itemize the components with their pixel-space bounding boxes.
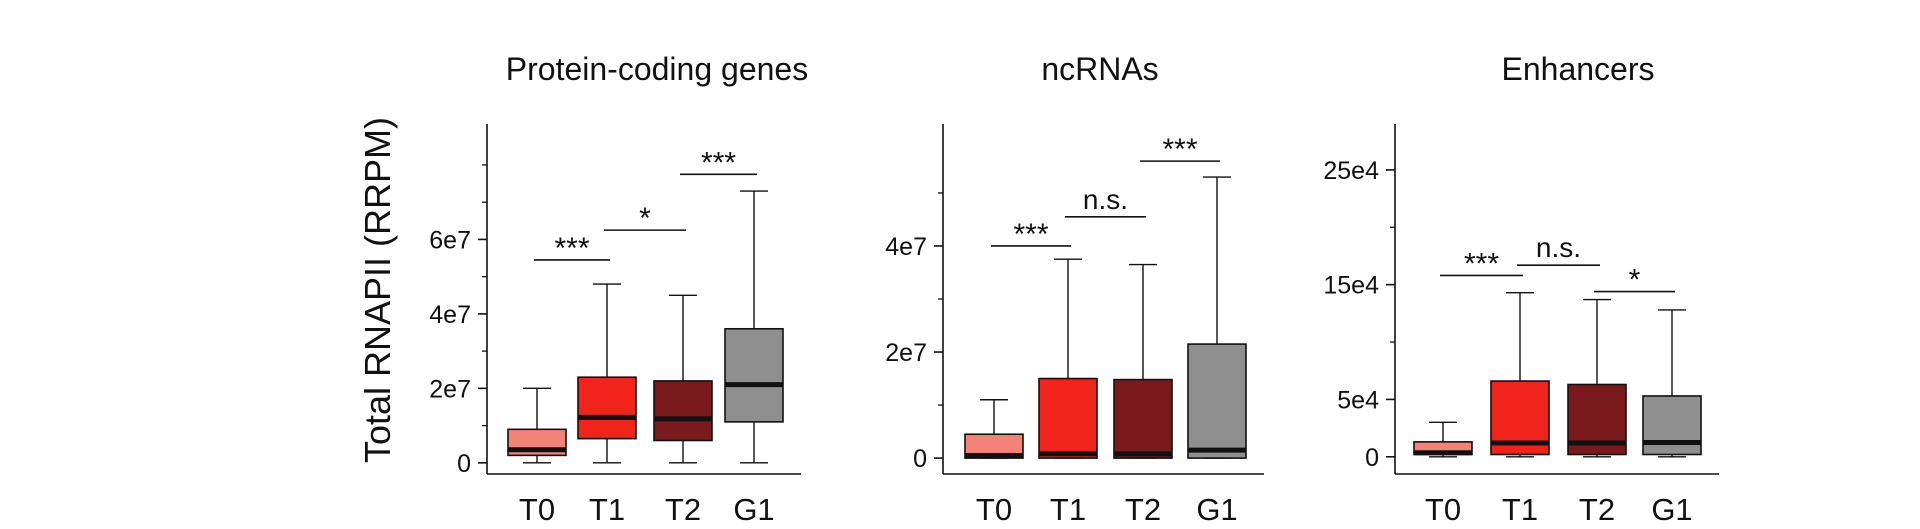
box-T1 (577, 283, 637, 464)
significance-bracket: *** (534, 232, 610, 265)
box-G1 (1642, 309, 1702, 458)
x-tick-label: G1 (733, 492, 774, 527)
box-T2 (653, 294, 713, 464)
box-body (1642, 395, 1702, 456)
y-tick-label: 0 (913, 445, 927, 473)
y-tick-label: 0 (1365, 444, 1379, 472)
chart-panel-2: ncRNAs 0 2e7 4e7 T0 T1 T2 G1 *** n.s. *** (885, 51, 1264, 527)
y-tick-label: 5e4 (1337, 386, 1379, 414)
box-body (1187, 343, 1247, 459)
x-tick-label: T1 (1502, 492, 1538, 527)
y-tick-label: 4e7 (429, 301, 471, 329)
box-T2 (1567, 298, 1627, 458)
chart-title: ncRNAs (1041, 51, 1158, 87)
x-tick-label: T0 (1425, 492, 1461, 527)
y-tick-label: 4e7 (885, 233, 927, 261)
significance-label: n.s. (1536, 232, 1581, 263)
significance-label: n.s. (1083, 184, 1128, 215)
y-tick-label: 0 (457, 450, 471, 478)
y-tick-label: 25e4 (1323, 157, 1379, 185)
significance-label: * (1629, 264, 1641, 297)
significance-label: *** (1013, 218, 1048, 251)
significance-label: *** (554, 232, 589, 265)
significance-bracket: * (1594, 264, 1675, 297)
box-body (1113, 378, 1173, 459)
significance-label: *** (1464, 247, 1499, 280)
x-tick-label: T2 (1125, 492, 1161, 527)
box-body (964, 433, 1024, 459)
x-tick-label: T0 (976, 492, 1012, 527)
x-tick-label: G1 (1651, 492, 1692, 527)
chart-title: Enhancers (1502, 51, 1655, 87)
box-T1 (1490, 291, 1550, 458)
x-tick-label: T1 (1050, 492, 1086, 527)
box-body (1038, 377, 1098, 459)
significance-label: *** (1162, 133, 1197, 166)
chart-panel-3: Enhancers 0 5e4 15e4 25e4 T0 T1 T2 G1 *** n.s. * (1323, 51, 1719, 527)
box-T0 (507, 387, 567, 464)
x-tick-label: T0 (519, 492, 555, 527)
box-body (653, 380, 713, 442)
box-body (724, 327, 784, 423)
box-T0 (1413, 421, 1473, 458)
y-tick-label: 6e7 (429, 226, 471, 254)
box-G1 (1187, 176, 1247, 459)
y-axis-label: Total RNAPII (RRPM) (357, 117, 398, 463)
box-body (577, 376, 637, 440)
significance-bracket: *** (680, 146, 757, 179)
x-tick-label: T2 (1579, 492, 1615, 527)
significance-label: *** (701, 146, 736, 179)
significance-bracket: * (604, 202, 686, 235)
x-tick-label: G1 (1196, 492, 1237, 527)
box-T2 (1113, 263, 1173, 459)
x-tick-label: T2 (665, 492, 701, 527)
x-tick-label: T1 (589, 492, 625, 527)
y-tick-label: 2e7 (885, 339, 927, 367)
significance-label: * (639, 202, 651, 235)
box-T0 (964, 399, 1024, 459)
chart-title: Protein-coding genes (506, 51, 808, 87)
significance-bracket: *** (991, 218, 1071, 251)
significance-bracket: n.s. (1517, 232, 1600, 266)
y-tick-label: 2e7 (429, 375, 471, 403)
box-G1 (724, 190, 784, 464)
y-tick-label: 15e4 (1323, 272, 1379, 300)
significance-bracket: *** (1440, 247, 1523, 280)
significance-bracket: n.s. (1065, 184, 1146, 218)
box-T1 (1038, 258, 1098, 459)
significance-bracket: *** (1140, 133, 1220, 166)
